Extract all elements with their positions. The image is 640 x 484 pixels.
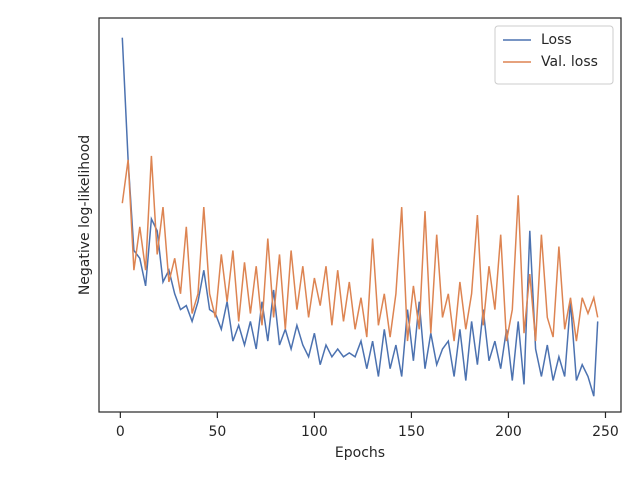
legend-label: Val. loss xyxy=(541,54,598,70)
x-tick-label: 150 xyxy=(398,424,425,440)
x-tick-label: 250 xyxy=(592,424,619,440)
line-series xyxy=(121,37,599,397)
plot-frame xyxy=(98,17,622,413)
y-axis-label: Negative log-likelihood xyxy=(77,135,93,295)
line-series xyxy=(121,155,599,342)
x-axis-label: Epochs xyxy=(335,445,385,461)
x-tick-label: 200 xyxy=(495,424,522,440)
x-tick-label: 0 xyxy=(116,424,125,440)
x-tick-label: 100 xyxy=(301,424,328,440)
x-tick-label: 50 xyxy=(208,424,226,440)
legend-label: Loss xyxy=(541,32,572,48)
